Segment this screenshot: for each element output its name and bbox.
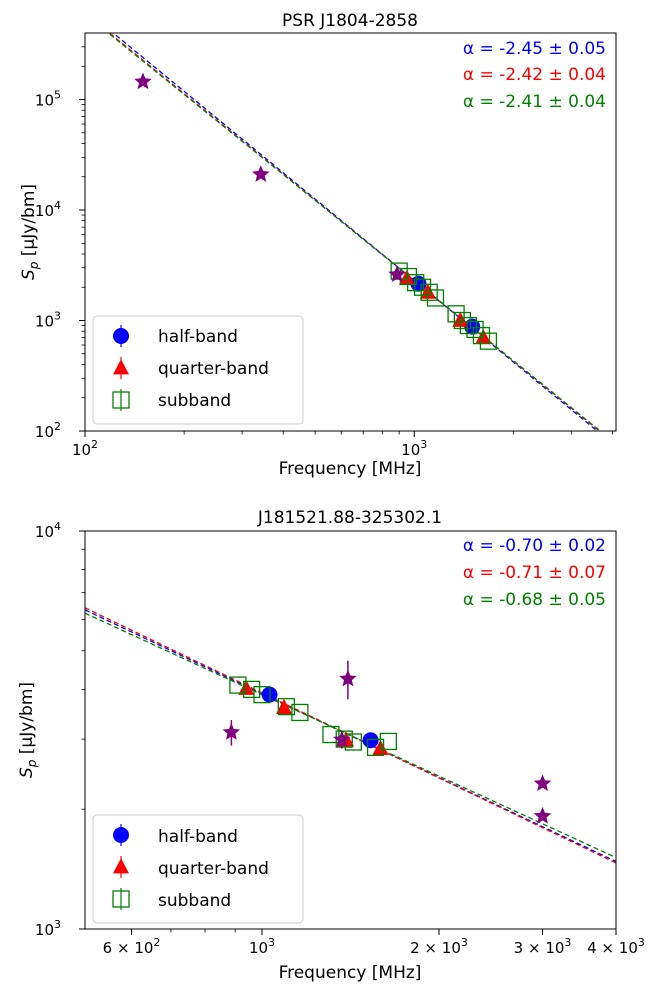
point-other <box>134 72 152 90</box>
x-axis-label: Frequency [MHz] <box>279 459 422 479</box>
chart-panel-2: J181521.88-325302.1 6 × 102 103 2 × 103 3 ×… <box>17 508 645 983</box>
legend-label-quarter-band: quarter-band <box>158 859 269 879</box>
legend-label-subband: subband <box>158 391 231 411</box>
point-subband <box>242 680 261 699</box>
x-tick-label: 2 × 103 <box>410 936 468 957</box>
point-subband <box>453 311 472 330</box>
point-other <box>252 165 270 182</box>
point-subband <box>366 738 385 757</box>
fit-line-half-band <box>85 609 616 863</box>
fit-line-half-band <box>112 33 599 431</box>
fit-line-subband <box>85 612 616 859</box>
fit-lines <box>107 33 602 431</box>
legend-box <box>92 814 304 924</box>
x-tick-label: 102 <box>72 438 98 459</box>
legend-label-half-band: half-band <box>158 327 238 347</box>
point-other <box>222 723 241 740</box>
point-subband <box>447 305 465 323</box>
chart-panel-1: PSR J1804-2858 102 103 102 103 104 105 Freque… <box>19 11 617 479</box>
point-subband <box>407 274 425 292</box>
point-subband <box>459 316 478 335</box>
legend-marker-subband <box>112 391 130 409</box>
y-tick-label: 104 <box>35 199 61 220</box>
chart-title: PSR J1804-2858 <box>282 11 418 31</box>
point-subband <box>479 332 498 350</box>
point-quarter-band <box>276 698 293 714</box>
point-other <box>533 807 552 824</box>
legend-marker-half-band <box>113 328 129 344</box>
legend: half-band quarter-band subband <box>92 315 304 425</box>
point-subband <box>420 283 438 301</box>
chart-title: J181521.88-325302.1 <box>257 508 442 528</box>
legend-label-subband: subband <box>158 891 231 911</box>
point-subband <box>229 676 247 694</box>
point-subband <box>322 725 340 744</box>
axis-ticks <box>79 530 617 935</box>
alpha-annotations: α = -2.45 ± 0.05 α = -2.42 ± 0.04 α = -2… <box>463 39 606 112</box>
y-axis-label: Sp [μJy/bm] <box>19 184 41 280</box>
fit-lines <box>85 607 616 864</box>
alpha-label-subband: α = -0.68 ± 0.05 <box>463 590 606 610</box>
fit-line-subband <box>107 33 602 431</box>
alpha-label-quarter-band: α = -0.71 ± 0.07 <box>463 563 606 583</box>
axis-ticks <box>79 46 613 437</box>
y-tick-label: 103 <box>35 310 61 331</box>
legend-marker-quarter-band <box>113 858 129 874</box>
x-tick-label: 4 × 103 <box>587 936 645 957</box>
alpha-label-subband: α = -2.41 ± 0.04 <box>463 92 606 112</box>
point-subband <box>277 697 295 716</box>
y-axis-label: Sp [μJy/bm] <box>17 682 39 778</box>
point-other <box>388 265 406 283</box>
data-points <box>134 72 498 350</box>
point-subband <box>472 326 491 345</box>
legend-marker-subband <box>112 890 130 908</box>
alpha-annotations: α = -0.70 ± 0.02 α = -0.71 ± 0.07 α = -0… <box>463 536 606 610</box>
fit-line-quarter-band <box>85 607 616 864</box>
x-tick-label: 3 × 103 <box>514 936 572 957</box>
point-other <box>339 669 357 687</box>
point-subband <box>291 703 309 722</box>
plot-frame <box>84 530 617 930</box>
point-subband <box>426 289 445 307</box>
point-other <box>533 774 552 791</box>
y-tick-label: 105 <box>35 89 61 110</box>
y-tick-label: 103 <box>35 918 61 939</box>
point-subband <box>466 320 484 339</box>
legend-label-quarter-band: quarter-band <box>158 359 269 379</box>
point-subband <box>379 732 397 751</box>
x-tick-label: 103 <box>249 936 275 957</box>
point-other <box>333 730 351 748</box>
data-points <box>222 660 552 824</box>
legend-marker-quarter-band <box>113 359 129 375</box>
legend: half-band quarter-band subband <box>92 814 304 924</box>
tick-labels: 102 103 102 103 104 105 <box>35 89 427 459</box>
alpha-label-half-band: α = -2.45 ± 0.05 <box>463 39 606 59</box>
x-axis-label: Frequency [MHz] <box>279 963 422 983</box>
plot-frame <box>84 32 617 432</box>
legend-label-half-band: half-band <box>158 827 238 847</box>
legend-markers <box>112 325 130 411</box>
x-tick-label: 103 <box>401 438 427 459</box>
alpha-label-half-band: α = -0.70 ± 0.02 <box>463 536 606 556</box>
legend-markers <box>112 824 130 910</box>
point-subband <box>413 278 432 296</box>
alpha-label-quarter-band: α = -2.42 ± 0.04 <box>463 65 606 85</box>
tick-labels: 6 × 102 103 2 × 103 3 × 103 4 × 103 103 104 <box>35 520 645 957</box>
legend-box <box>92 315 304 425</box>
point-subband <box>253 685 271 704</box>
y-tick-label: 104 <box>35 520 61 541</box>
x-tick-label: 6 × 102 <box>103 936 161 957</box>
y-tick-label: 102 <box>35 420 61 441</box>
point-half-band <box>362 732 379 749</box>
legend-marker-half-band <box>113 827 129 843</box>
